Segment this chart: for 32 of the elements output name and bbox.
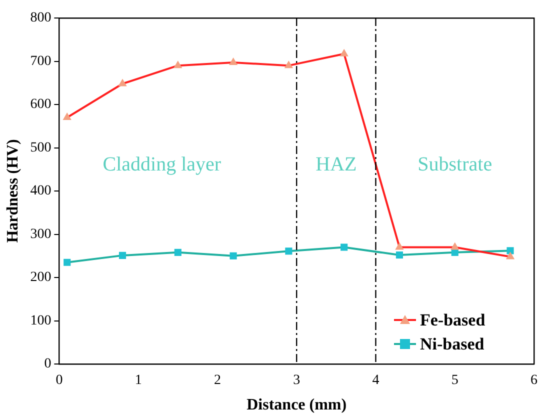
annotation: HAZ [316,153,357,176]
annotation: Substrate [418,153,492,176]
y-tick-label: 400 [30,184,52,199]
point [118,252,126,259]
point [340,244,348,251]
point [174,248,182,256]
x-tick-label: 3 [293,373,300,388]
x-tick-label: 6 [530,373,538,388]
y-tick-label: 300 [30,226,52,242]
legend-label: Ni-based [420,334,485,354]
y-tick-label: 200 [30,270,52,286]
legend-label: Fe-based [420,310,486,330]
point [285,248,292,255]
annotation: Cladding layer [102,153,222,176]
y-tick-label: 800 [30,10,52,26]
x-tick-label: 5 [451,373,458,388]
y-tick-label: 700 [30,54,52,69]
y-tick-label: 600 [30,97,52,112]
y-tick-label: 100 [30,313,52,328]
y-axis-title: Hardness (HV) [4,139,22,243]
x-tick-label: 2 [214,373,221,388]
x-axis-title: Distance (mm) [246,396,347,414]
point [230,252,237,260]
y-tick-label: 500 [30,140,52,156]
x-tick-label: 4 [372,373,380,388]
x-tick-label: 0 [56,373,63,388]
x-tick-label: 1 [134,373,142,388]
point [506,247,514,254]
point [451,248,458,256]
y-tick-label: 0 [44,356,52,372]
point [64,258,71,266]
point [396,251,404,259]
